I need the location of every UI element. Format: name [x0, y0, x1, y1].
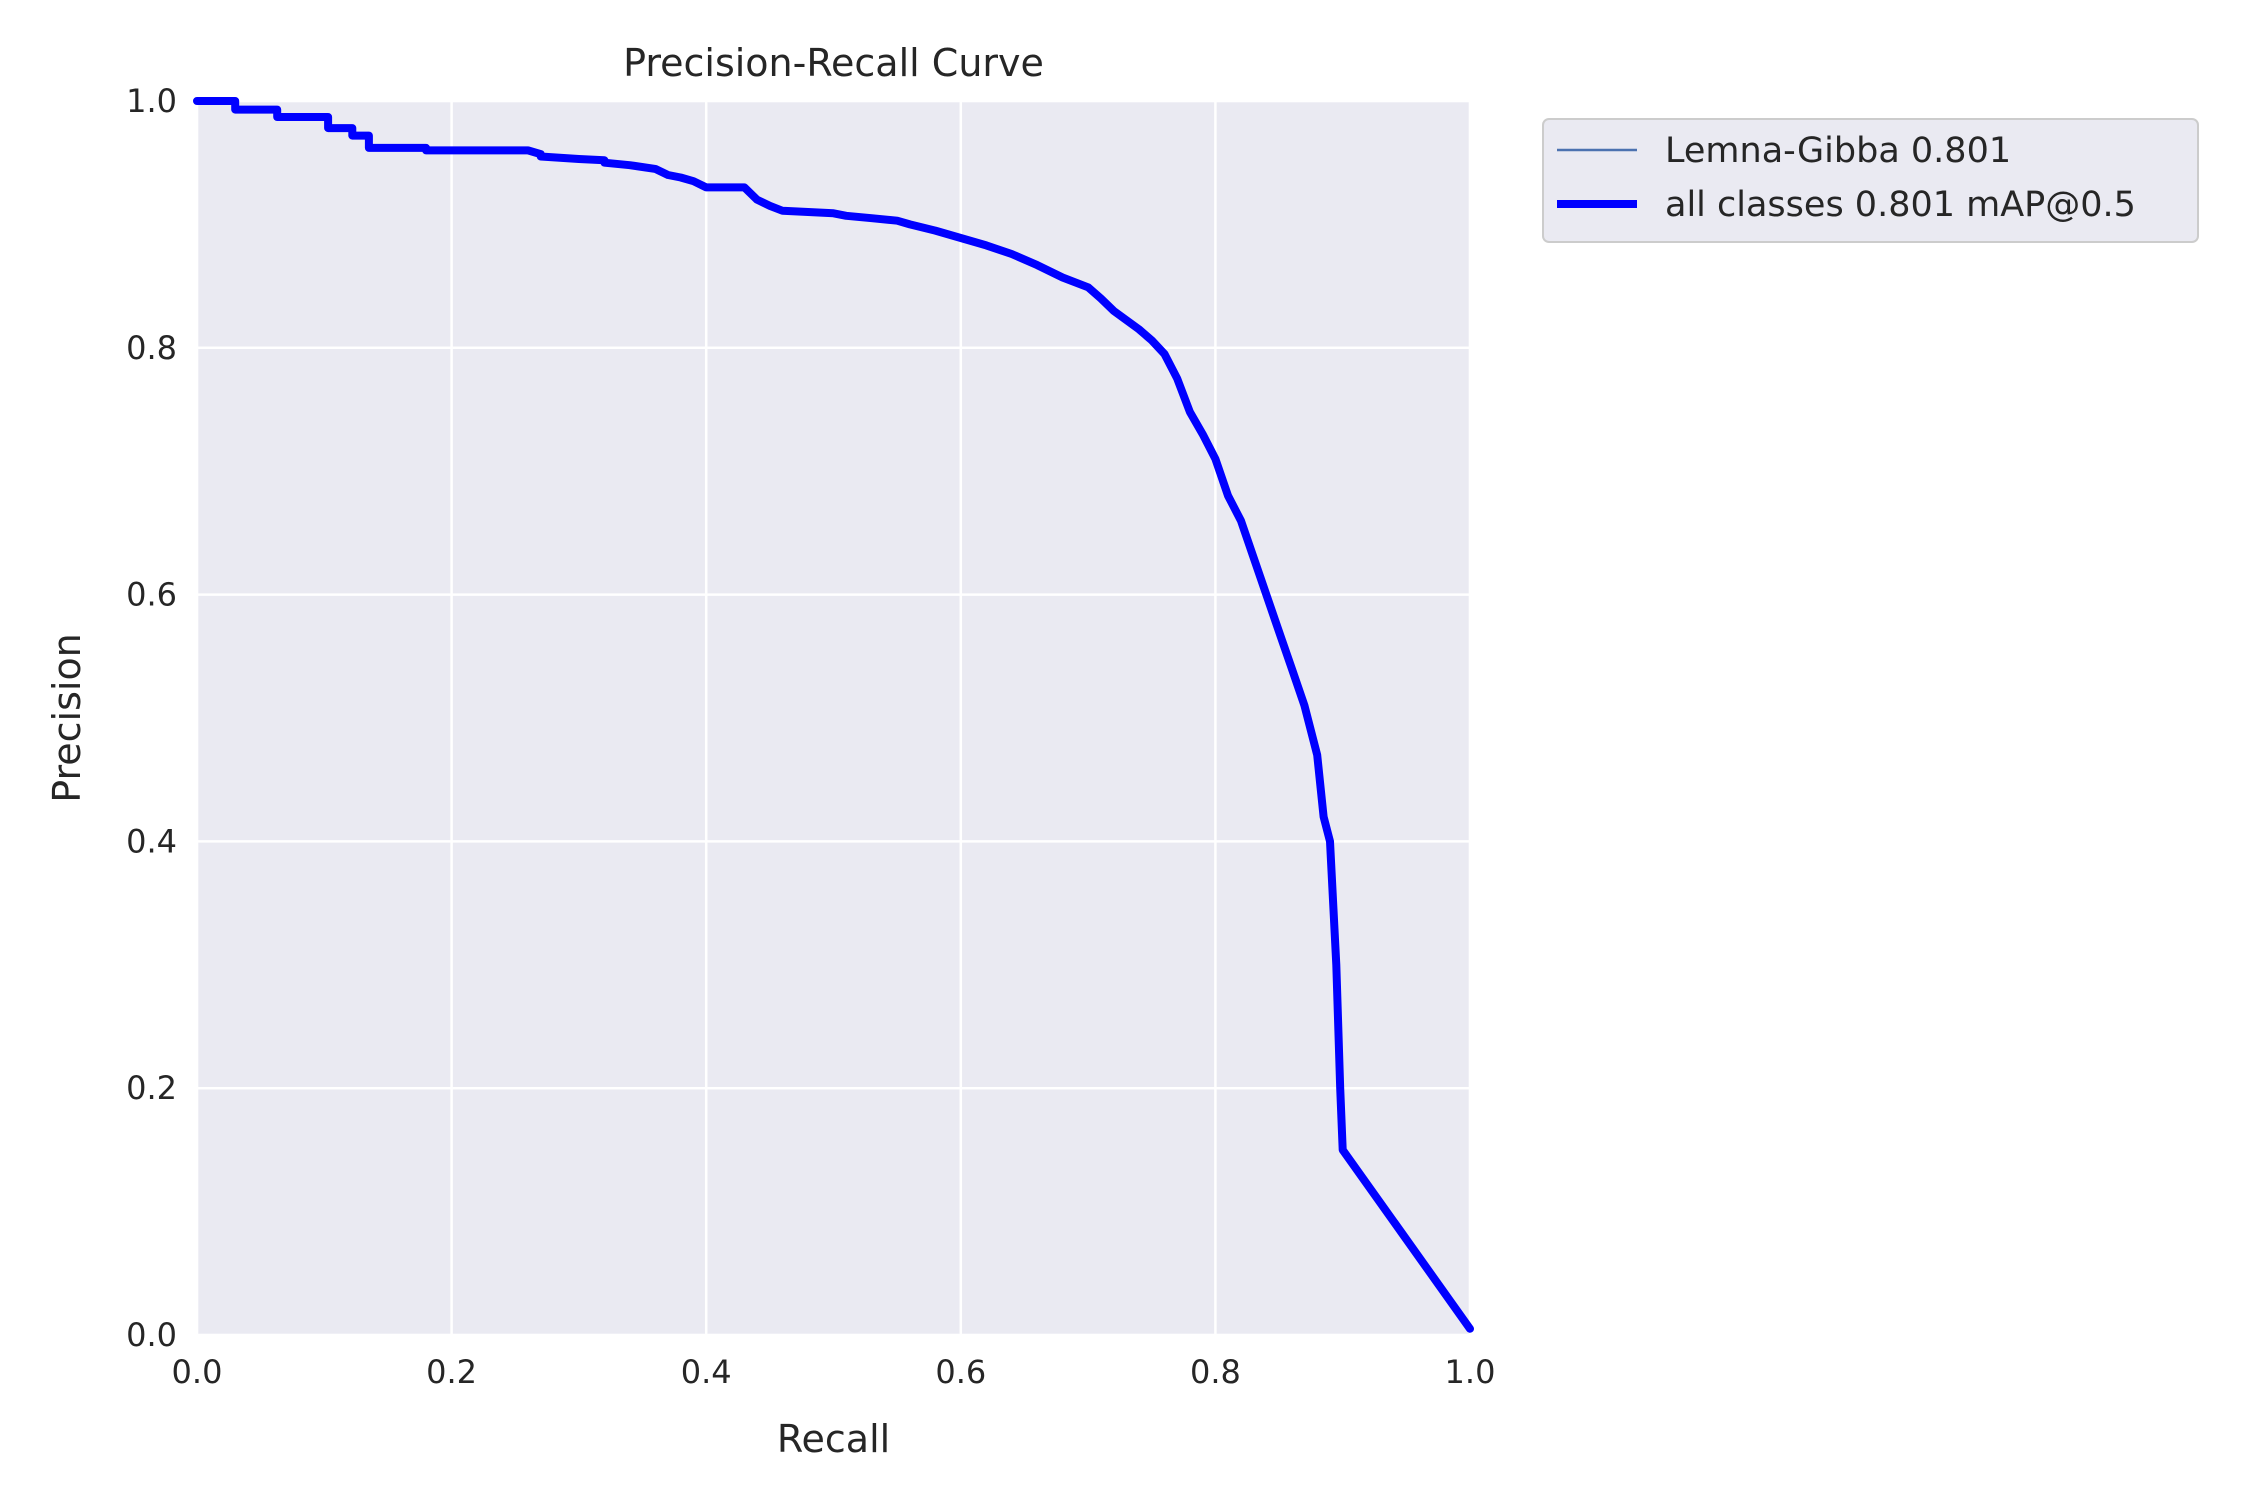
y-tick-label: 0.0 [126, 1316, 177, 1354]
series-layer [193, 97, 1474, 1333]
legend: Lemna-Gibba 0.801 all classes 0.801 mAP@… [1542, 118, 2199, 243]
x-tick-label: 0.2 [426, 1353, 477, 1391]
x-tick-label: 1.0 [1445, 1353, 1496, 1391]
y-tick-label: 0.6 [126, 576, 177, 614]
legend-box [1542, 118, 2199, 243]
y-tick-label: 0.4 [126, 822, 177, 860]
series-line-all-classes [193, 97, 1474, 1333]
grid-lines [195, 99, 1472, 1337]
y-axis-label: Precision [45, 633, 89, 803]
x-tick-label: 0.6 [935, 1353, 986, 1391]
legend-label-lemna-gibba: Lemna-Gibba 0.801 [1665, 131, 2011, 171]
chart-title: Precision-Recall Curve [623, 41, 1044, 85]
x-tick-label: 0.0 [172, 1353, 223, 1391]
y-tick-label: 1.0 [126, 82, 177, 120]
plot-area [197, 101, 1470, 1335]
x-tick-label: 0.8 [1190, 1353, 1241, 1391]
legend-label-all-classes: all classes 0.801 mAP@0.5 [1665, 185, 2136, 225]
tick-labels: 0.0 0.2 0.4 0.6 0.8 1.0 0.0 0.2 0.4 0.6 0.8 1.0 [126, 82, 1495, 1391]
y-tick-label: 0.8 [126, 329, 177, 367]
y-tick-label: 0.2 [126, 1069, 177, 1107]
x-axis-label: Recall [777, 1417, 890, 1461]
x-tick-label: 0.4 [681, 1353, 732, 1391]
